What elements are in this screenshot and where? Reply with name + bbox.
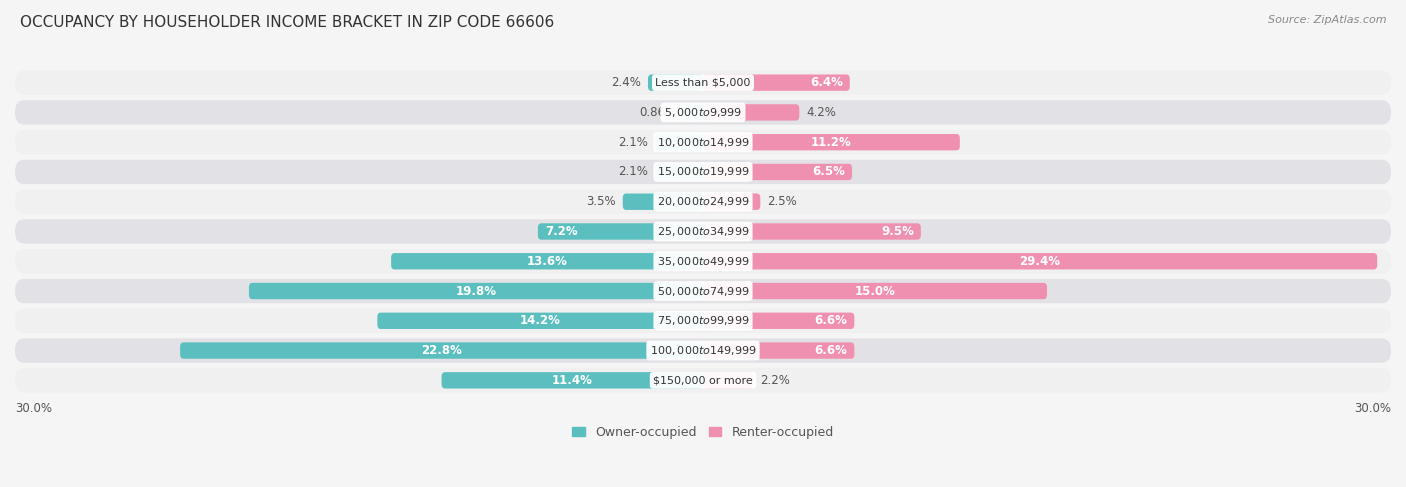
- FancyBboxPatch shape: [15, 279, 1391, 303]
- Text: 2.1%: 2.1%: [619, 136, 648, 149]
- FancyBboxPatch shape: [703, 104, 800, 121]
- FancyBboxPatch shape: [703, 164, 852, 180]
- Text: 19.8%: 19.8%: [456, 284, 496, 298]
- Text: $50,000 to $74,999: $50,000 to $74,999: [657, 284, 749, 298]
- FancyBboxPatch shape: [15, 71, 1391, 95]
- Text: 2.5%: 2.5%: [768, 195, 797, 208]
- FancyBboxPatch shape: [377, 313, 703, 329]
- FancyBboxPatch shape: [703, 283, 1047, 299]
- FancyBboxPatch shape: [15, 189, 1391, 214]
- FancyBboxPatch shape: [15, 160, 1391, 184]
- Text: 11.2%: 11.2%: [811, 136, 852, 149]
- Text: $35,000 to $49,999: $35,000 to $49,999: [657, 255, 749, 268]
- FancyBboxPatch shape: [538, 224, 703, 240]
- Text: 6.6%: 6.6%: [814, 314, 848, 327]
- Text: $100,000 to $149,999: $100,000 to $149,999: [650, 344, 756, 357]
- Text: 6.5%: 6.5%: [813, 166, 845, 178]
- FancyBboxPatch shape: [15, 130, 1391, 154]
- Text: 4.2%: 4.2%: [806, 106, 837, 119]
- Text: $10,000 to $14,999: $10,000 to $14,999: [657, 136, 749, 149]
- Text: 0.86%: 0.86%: [640, 106, 676, 119]
- Text: 30.0%: 30.0%: [15, 402, 52, 415]
- Text: $15,000 to $19,999: $15,000 to $19,999: [657, 166, 749, 178]
- FancyBboxPatch shape: [703, 193, 761, 210]
- FancyBboxPatch shape: [15, 309, 1391, 333]
- FancyBboxPatch shape: [391, 253, 703, 269]
- FancyBboxPatch shape: [648, 75, 703, 91]
- Text: $20,000 to $24,999: $20,000 to $24,999: [657, 195, 749, 208]
- FancyBboxPatch shape: [683, 104, 703, 121]
- FancyBboxPatch shape: [703, 313, 855, 329]
- FancyBboxPatch shape: [15, 100, 1391, 125]
- Text: 7.2%: 7.2%: [544, 225, 578, 238]
- FancyBboxPatch shape: [703, 372, 754, 389]
- Text: 3.5%: 3.5%: [586, 195, 616, 208]
- Text: $150,000 or more: $150,000 or more: [654, 375, 752, 385]
- FancyBboxPatch shape: [441, 372, 703, 389]
- Text: 14.2%: 14.2%: [520, 314, 561, 327]
- Text: 2.2%: 2.2%: [761, 374, 790, 387]
- FancyBboxPatch shape: [703, 224, 921, 240]
- FancyBboxPatch shape: [703, 75, 849, 91]
- Text: 6.4%: 6.4%: [810, 76, 842, 89]
- Legend: Owner-occupied, Renter-occupied: Owner-occupied, Renter-occupied: [568, 421, 838, 444]
- FancyBboxPatch shape: [623, 193, 703, 210]
- Text: 9.5%: 9.5%: [882, 225, 914, 238]
- FancyBboxPatch shape: [655, 164, 703, 180]
- Text: 15.0%: 15.0%: [855, 284, 896, 298]
- Text: 11.4%: 11.4%: [551, 374, 593, 387]
- Text: 6.6%: 6.6%: [814, 344, 848, 357]
- Text: 2.4%: 2.4%: [612, 76, 641, 89]
- Text: 30.0%: 30.0%: [1354, 402, 1391, 415]
- FancyBboxPatch shape: [180, 342, 703, 359]
- FancyBboxPatch shape: [15, 338, 1391, 363]
- Text: 22.8%: 22.8%: [422, 344, 463, 357]
- FancyBboxPatch shape: [15, 219, 1391, 244]
- Text: OCCUPANCY BY HOUSEHOLDER INCOME BRACKET IN ZIP CODE 66606: OCCUPANCY BY HOUSEHOLDER INCOME BRACKET …: [20, 15, 554, 30]
- FancyBboxPatch shape: [703, 253, 1378, 269]
- FancyBboxPatch shape: [703, 134, 960, 150]
- FancyBboxPatch shape: [655, 134, 703, 150]
- FancyBboxPatch shape: [703, 342, 855, 359]
- Text: $25,000 to $34,999: $25,000 to $34,999: [657, 225, 749, 238]
- Text: 29.4%: 29.4%: [1019, 255, 1060, 268]
- FancyBboxPatch shape: [249, 283, 703, 299]
- Text: Less than $5,000: Less than $5,000: [655, 77, 751, 88]
- Text: $75,000 to $99,999: $75,000 to $99,999: [657, 314, 749, 327]
- FancyBboxPatch shape: [15, 368, 1391, 393]
- Text: 2.1%: 2.1%: [619, 166, 648, 178]
- Text: Source: ZipAtlas.com: Source: ZipAtlas.com: [1268, 15, 1386, 25]
- FancyBboxPatch shape: [15, 249, 1391, 274]
- Text: $5,000 to $9,999: $5,000 to $9,999: [664, 106, 742, 119]
- Text: 13.6%: 13.6%: [527, 255, 568, 268]
